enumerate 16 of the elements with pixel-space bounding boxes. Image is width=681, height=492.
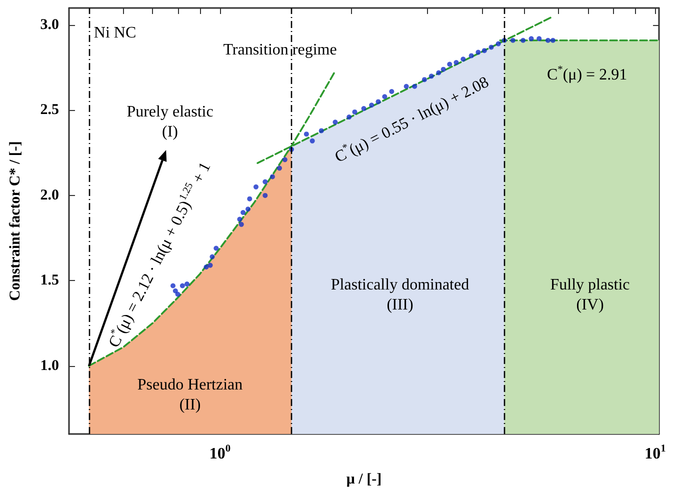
y-axis-title: Constraint factor C* / [-]	[8, 141, 24, 301]
annotation: Pseudo Hertzian (II)	[137, 376, 243, 414]
annotation: Purely elastic (I)	[126, 104, 214, 140]
annotation: C*(μ) = 2.12 · ln(μ + 0.5)1.25 + 1	[106, 160, 214, 350]
annotation: Fully plastic (IV)	[550, 276, 630, 314]
y-tick-label: 2.5	[40, 102, 59, 118]
annotation: Transition regime	[223, 42, 337, 58]
annotation: Plastically dominated (III)	[330, 276, 470, 314]
y-tick-label: 3.0	[40, 17, 59, 34]
x-axis-title: μ / [-]	[346, 472, 382, 488]
annotation: C*(μ) = 0.55 · ln(μ) + 2.08	[332, 74, 492, 166]
annotation: C*(μ) = 2.91	[546, 64, 628, 84]
annotation: Ni NC	[94, 24, 136, 42]
y-tick-label: 2.0	[40, 187, 59, 204]
y-tick-label: 1.0	[40, 358, 59, 374]
y-tick-label: 1.5	[40, 272, 59, 289]
